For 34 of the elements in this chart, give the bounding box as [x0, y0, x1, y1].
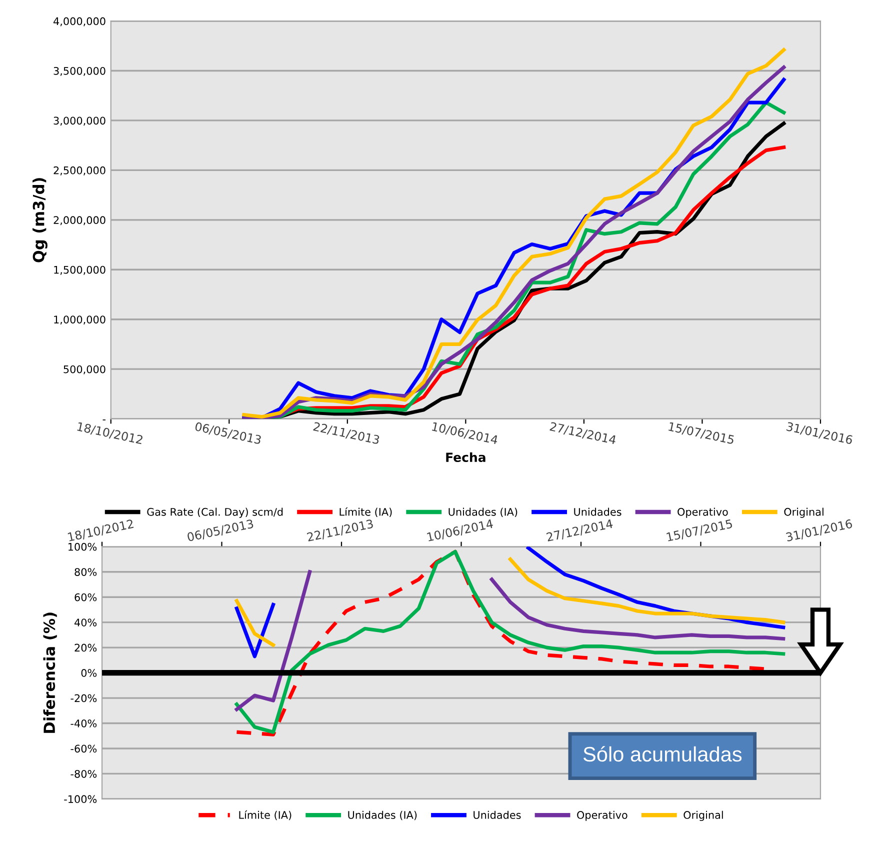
- legend-label: Unidades: [574, 508, 622, 516]
- legend-label: Unidades (IA): [348, 810, 417, 820]
- y-tick-label: -60%: [70, 744, 97, 753]
- y-tick-label: 60%: [74, 593, 97, 602]
- y-tick-label: 80%: [74, 568, 97, 576]
- y-tick-label: 40%: [74, 618, 97, 626]
- y-tick-label: 1,500,000: [54, 266, 106, 275]
- legend-label: Gas Rate (Cal. Day) scm/d: [147, 508, 283, 518]
- y-tick-label: 20%: [74, 644, 97, 652]
- legend-label: Unidades: [474, 810, 521, 819]
- y-tick-label: -80%: [70, 770, 97, 778]
- y-tick-label: 2,000,000: [54, 216, 106, 226]
- y-tick-label: 1,000,000: [54, 316, 106, 325]
- legend-label: Límite (IA): [239, 810, 292, 820]
- y-tick-label: 3,500,000: [54, 66, 106, 76]
- x-axis-title: Fecha: [446, 452, 486, 462]
- annotation: Sólo acumuladas: [583, 746, 742, 762]
- y-tick-label: 500,000: [64, 365, 106, 374]
- y-tick-label: 100%: [68, 542, 97, 551]
- y-tick-label: 3,000,000: [54, 116, 106, 126]
- y-tick-label: 4,000,000: [54, 17, 106, 26]
- y-tick-label: 0%: [81, 669, 97, 677]
- y-axis-title: Qg (m3/d): [32, 178, 48, 262]
- legend-label: Original: [684, 810, 723, 821]
- legend-label: Operativo: [678, 508, 728, 518]
- legend-label: Unidades (IA): [448, 508, 518, 518]
- legend-label: Límite (IA): [340, 507, 392, 518]
- legend-label: Operativo: [577, 810, 628, 821]
- y-axis-title: Diferencia (%): [43, 612, 57, 733]
- y-tick-label: -100%: [64, 795, 97, 804]
- y-tick-label: -40%: [70, 719, 97, 728]
- y-tick-label: 2,500,000: [54, 166, 106, 176]
- legend-label: Original: [784, 508, 824, 518]
- y-tick-label: -20%: [70, 694, 97, 702]
